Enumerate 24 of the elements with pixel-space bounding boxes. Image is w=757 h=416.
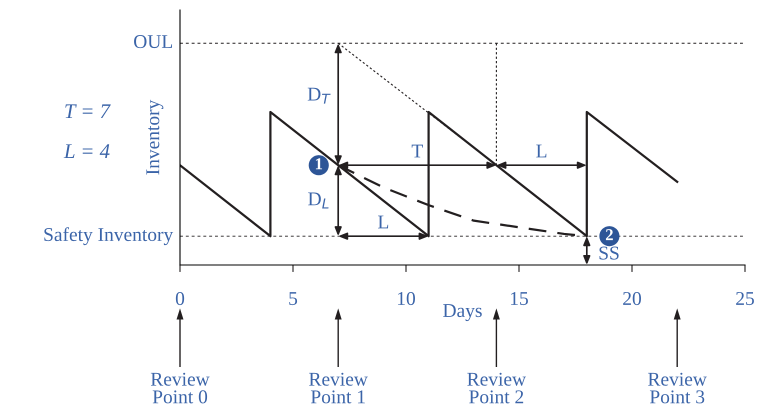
annotation: L [378, 216, 388, 228]
annotation: L [536, 144, 546, 158]
x-tick-label: 0 [176, 292, 184, 306]
ref-line-label: OUL [134, 35, 172, 48]
ref-line-label: Safety Inventory [44, 227, 174, 246]
text: L = 4 [64, 144, 110, 158]
text: T = 7 [65, 104, 111, 118]
y-axis-title: Inventory [146, 100, 164, 175]
annotation: 1 [316, 158, 322, 170]
annotation: D$_{T}$ [308, 88, 331, 104]
x-tick-label: 25 [736, 292, 754, 306]
annotation: SS [600, 246, 619, 260]
x-axis-title: Days [443, 304, 482, 322]
x-tick-label: 15 [510, 292, 528, 306]
text: Review Point 2 [467, 372, 526, 404]
annotation: T [412, 144, 423, 158]
text: Review Point 3 [648, 372, 707, 404]
annotation: 2 [606, 229, 613, 240]
x-tick-label: 5 [289, 292, 298, 306]
text: Review Point 0 [150, 372, 210, 404]
annotation: D$_{L}$ [308, 192, 329, 208]
x-tick-label: 20 [623, 292, 641, 306]
x-tick-label: 10 [398, 292, 415, 306]
text: Review Point 1 [309, 372, 368, 404]
